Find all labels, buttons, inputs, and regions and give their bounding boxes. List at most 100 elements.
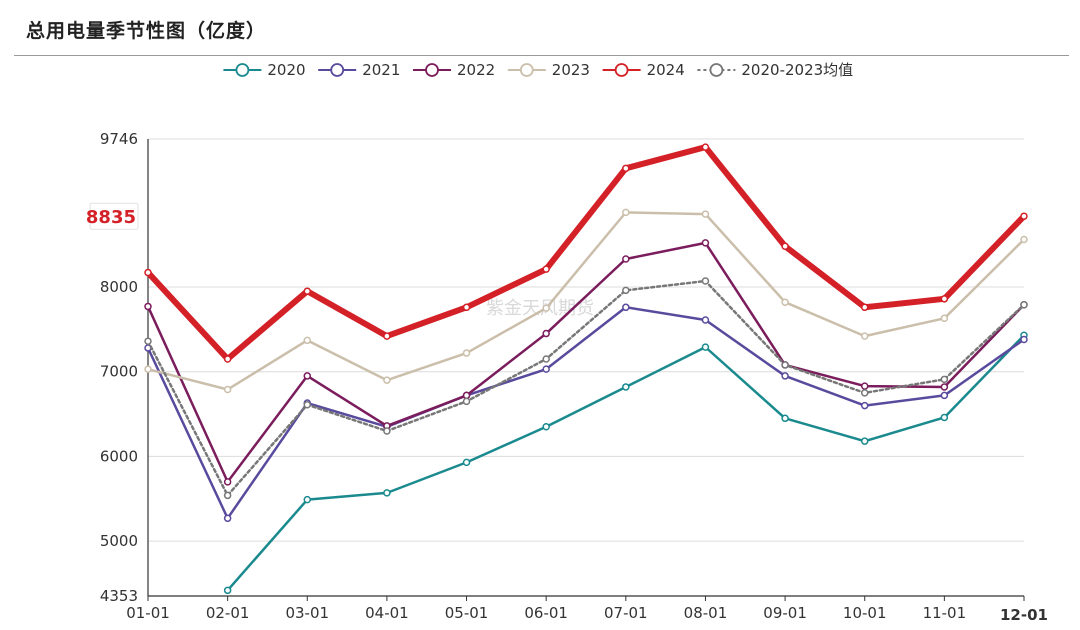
y-tick-label: 4353 <box>100 587 138 605</box>
series-line-2024 <box>145 144 1027 362</box>
data-point-2020-2023均值 <box>622 286 630 295</box>
series-line-2022 <box>146 241 1026 484</box>
data-point-2023 <box>701 210 710 218</box>
grid-lines <box>148 138 1024 542</box>
legend-marker <box>709 63 724 77</box>
x-tick-label: 02-01 <box>206 604 250 622</box>
legend-label: 2023 <box>552 61 590 79</box>
data-point-2020-2023均值 <box>144 337 152 345</box>
legend-label: 2024 <box>647 61 685 79</box>
axes: 4353 5000 6000 7000 8000 9746 8835 01-01 02-01 03… <box>86 130 1048 624</box>
data-point-2021 <box>542 365 550 373</box>
data-point-2024 <box>1020 212 1028 220</box>
data-point-2024 <box>940 295 949 303</box>
x-tick-label: 03-01 <box>285 604 329 622</box>
data-point-2022 <box>940 383 949 391</box>
title-divider <box>14 55 1069 56</box>
data-point-2020-2023均值 <box>860 389 869 397</box>
x-tick-label: 05-01 <box>445 604 489 622</box>
x-tick-label: 10-01 <box>843 604 887 622</box>
legend-marker <box>519 63 534 77</box>
data-point-2020-2023均值 <box>223 491 232 500</box>
data-point-2020 <box>223 586 232 595</box>
data-point-2021 <box>940 391 949 400</box>
legend-label: 2020-2023均值 <box>741 61 853 79</box>
data-point-2020 <box>462 458 471 467</box>
data-point-2020 <box>622 383 630 391</box>
data-point-2022 <box>860 382 869 390</box>
data-point-2024 <box>701 143 710 151</box>
x-tick-label: 11-01 <box>923 604 967 622</box>
data-point-2024 <box>223 355 232 363</box>
x-tick-label: 07-01 <box>604 604 648 622</box>
legend-item-2024[interactable]: 2024 <box>602 61 685 79</box>
data-point-2021 <box>860 401 869 410</box>
data-point-2024 <box>383 332 391 340</box>
data-point-2021 <box>701 316 710 324</box>
data-point-2020-2023均值 <box>940 375 949 384</box>
series-line-2020 <box>226 334 1026 592</box>
data-point-2024 <box>622 164 630 173</box>
x-tick-label: 01-01 <box>126 604 170 622</box>
data-point-2020-2023均值 <box>542 355 550 363</box>
data-point-2023 <box>940 314 949 323</box>
data-point-2021 <box>622 303 630 312</box>
data-point-2024 <box>781 242 789 251</box>
data-point-2020-2023均值 <box>701 277 710 285</box>
chart-title: 总用电量季节性图（亿度） <box>26 20 267 42</box>
data-point-2022 <box>303 372 312 380</box>
data-point-2024 <box>462 303 471 312</box>
legend-item-2021[interactable]: 2021 <box>318 61 400 79</box>
data-point-2021 <box>223 514 232 523</box>
series-line-2020-2023均值 <box>146 279 1026 497</box>
legend-item-2022[interactable]: 2022 <box>413 61 495 79</box>
data-point-2024 <box>144 268 152 277</box>
data-point-2020-2023均值 <box>1020 301 1028 309</box>
legend-label: 2022 <box>457 61 495 79</box>
y-tick-label: 6000 <box>100 447 138 465</box>
data-point-2023 <box>383 376 391 384</box>
legend-marker <box>614 63 629 77</box>
y-highlight-box <box>89 202 139 230</box>
watermark: 紫金天风期货 <box>486 298 594 319</box>
data-point-2023 <box>860 332 869 340</box>
data-point-2020 <box>940 413 949 422</box>
legend-label: 2020 <box>267 61 305 79</box>
data-point-2020-2023均值 <box>383 427 391 435</box>
x-tick-label: 09-01 <box>763 604 807 622</box>
data-point-2023 <box>462 349 471 357</box>
legend-marker <box>235 63 250 77</box>
data-point-2022 <box>542 329 550 338</box>
y-tick-label: 8000 <box>100 278 138 296</box>
y-tick-label: 7000 <box>100 363 138 381</box>
legend-item-2023[interactable]: 2023 <box>507 61 590 79</box>
series-lines <box>144 143 1028 595</box>
data-point-2020 <box>701 343 710 351</box>
data-point-2022 <box>462 391 471 400</box>
data-point-2022 <box>701 239 710 247</box>
data-point-2020 <box>860 437 869 445</box>
x-tick-label: 08-01 <box>684 604 728 622</box>
legend-label: 2021 <box>362 61 400 79</box>
data-point-2020 <box>542 423 550 431</box>
data-point-2023 <box>542 304 550 312</box>
data-point-2020 <box>781 414 789 423</box>
data-point-2024 <box>303 287 312 295</box>
data-point-2021 <box>1020 335 1028 344</box>
data-point-2024 <box>860 303 869 312</box>
x-tick-label: 04-01 <box>365 604 409 622</box>
data-point-2020-2023均值 <box>462 397 471 406</box>
data-point-2021 <box>781 372 789 380</box>
data-point-2023 <box>303 336 312 345</box>
data-point-2022 <box>223 478 232 486</box>
legend-item-2020[interactable]: 2020 <box>223 61 306 79</box>
data-point-2022 <box>144 302 152 311</box>
series-line-2021 <box>146 306 1026 520</box>
legend-item-2020-2023均值[interactable]: 2020-2023均值 <box>697 61 853 79</box>
x-tick-label: 06-01 <box>524 604 568 622</box>
data-point-2020-2023均值 <box>781 361 789 369</box>
data-point-2023 <box>1020 235 1028 244</box>
data-point-2023 <box>223 385 232 394</box>
